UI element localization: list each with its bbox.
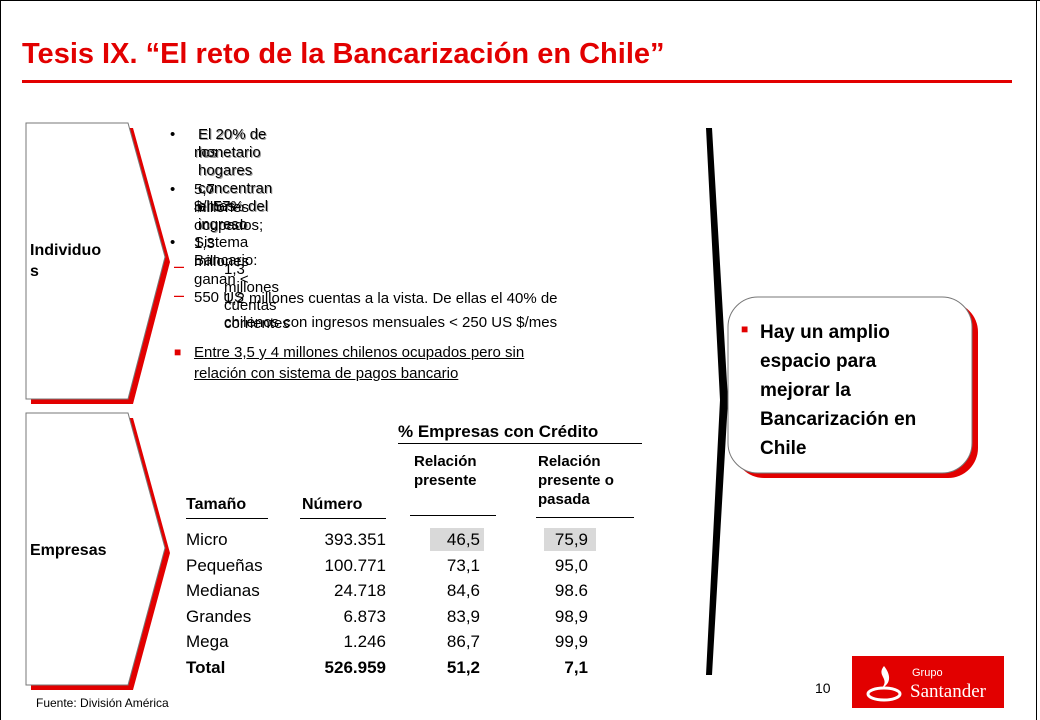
- bullet-4-line2: relación con sistema de pagos bancario: [194, 365, 459, 382]
- cell-size: Grandes: [186, 606, 252, 626]
- logo-group-text: Grupo: [912, 667, 943, 679]
- slide-frame-top: [0, 0, 1040, 1]
- santander-logo: Grupo Santander: [852, 656, 1004, 708]
- empresas-label: Empresas: [30, 542, 107, 559]
- bullet-dot: •: [170, 126, 176, 143]
- credit-table-title: % Empresas con Crédito: [398, 422, 599, 441]
- conclusion-line4: Bancarización en: [760, 409, 917, 430]
- bullet-1-line2: monetario: [194, 144, 261, 161]
- col-header-number: Número: [302, 496, 363, 513]
- dash-marker: –: [174, 256, 185, 276]
- cell-past: 98.6: [554, 581, 588, 600]
- page-number: 10: [815, 680, 831, 696]
- slide-frame-left: [0, 0, 1, 720]
- cell-size: Mega: [186, 632, 229, 651]
- title-underline: [22, 80, 1012, 83]
- bracket-arrow: [706, 128, 728, 675]
- cell-number: 1.246: [343, 632, 386, 651]
- cell-size: Micro: [186, 530, 228, 549]
- sub-bullet-1-text: 1,3 millones cuentas corrientes: [224, 261, 290, 332]
- col-header-past: Relación presente o pasada: [538, 452, 614, 509]
- cell-present: 86,7: [446, 632, 480, 651]
- micro-present-highlight: [430, 528, 484, 551]
- col-header-present-line2: presente: [414, 472, 477, 489]
- cell-past: 98,9: [554, 606, 588, 626]
- col-header-past-line1: Relación: [538, 453, 601, 470]
- cell-size: Medianas: [186, 581, 260, 600]
- cell-present: 84,6: [446, 581, 480, 600]
- individuos-label-line2: s: [30, 263, 39, 280]
- slide-title: Tesis IX. “El reto de la Bancarización e…: [22, 38, 665, 70]
- sub-bullet-2-line1: 1,2 millones cuentas a la vista. De ella…: [224, 290, 558, 307]
- credit-title-rule: [398, 443, 642, 444]
- conclusion-marker: ■: [741, 322, 749, 336]
- slide-frame-right: [1036, 0, 1037, 720]
- bullet-2-line1: 5,7 millones ocupados; 1,3 millones gana…: [194, 181, 264, 306]
- cell-past: 75,9: [554, 530, 588, 549]
- flame-icon: [866, 666, 902, 702]
- col-header-present-line1: Relación: [414, 453, 477, 470]
- cell-size: Pequeñas: [186, 555, 263, 575]
- cell-present: 73,1: [446, 555, 480, 575]
- cell-number: 6.873: [343, 606, 386, 626]
- individuos-label: Individuo s: [30, 240, 101, 282]
- conclusion-line5: Chile: [760, 438, 807, 459]
- cell-number: 100.771: [324, 555, 386, 575]
- cell-present: 51,2: [446, 657, 480, 677]
- empresas-box: [25, 412, 166, 686]
- bullet-dot: •: [170, 181, 176, 198]
- bullet-4-line1: Entre 3,5 y 4 millones chilenos ocupados…: [194, 344, 525, 361]
- conclusion-line1: Hay un amplio: [760, 322, 890, 343]
- bullet-dot: •: [170, 234, 176, 251]
- bullet-2-line2: $/mes: [194, 198, 235, 215]
- bullet-3-text: Sistema Bancario:: [194, 234, 258, 269]
- conclusion-line3: mejorar la: [760, 380, 851, 401]
- individuos-box: [25, 122, 166, 400]
- micro-past-highlight: [544, 528, 596, 551]
- number-header-rule: [300, 518, 386, 519]
- past-header-rule: [536, 517, 634, 518]
- cell-present: 83,9: [446, 606, 480, 626]
- conclusion-box: [727, 296, 973, 474]
- source-note: Fuente: División América: [36, 696, 169, 710]
- cell-number: 526.959: [324, 657, 386, 677]
- individuos-label-line1: Individuo: [30, 242, 102, 259]
- bullet-1-line1: El 20% de los hogares concentran el 57% …: [198, 126, 273, 233]
- sub-bullet-2-line2: chilenos con ingresos mensuales < 250 US…: [224, 314, 558, 331]
- col-header-size: Tamaño: [186, 496, 247, 513]
- conclusion-text: Hay un amplio espacio para mejorar la Ba…: [760, 318, 970, 463]
- dash-marker: –: [174, 285, 185, 305]
- size-header-rule: [186, 518, 268, 519]
- cell-past: 95,0: [554, 555, 588, 575]
- present-header-rule: [410, 515, 496, 516]
- conclusion-line2: espacio para: [760, 351, 877, 372]
- cell-past: 7,1: [564, 657, 588, 677]
- cell-past: 99,9: [554, 632, 588, 651]
- cell-size: Total: [186, 657, 226, 677]
- col-header-present: Relación presente: [414, 452, 477, 490]
- col-header-past-line3: pasada: [538, 491, 590, 508]
- col-header-past-line2: presente o: [538, 472, 614, 489]
- cell-number: 24.718: [334, 581, 386, 600]
- cell-present: 46,5: [446, 530, 480, 549]
- square-marker: ■: [174, 345, 182, 359]
- cell-number: 393.351: [324, 530, 386, 549]
- logo-name-text: Santander: [910, 681, 986, 702]
